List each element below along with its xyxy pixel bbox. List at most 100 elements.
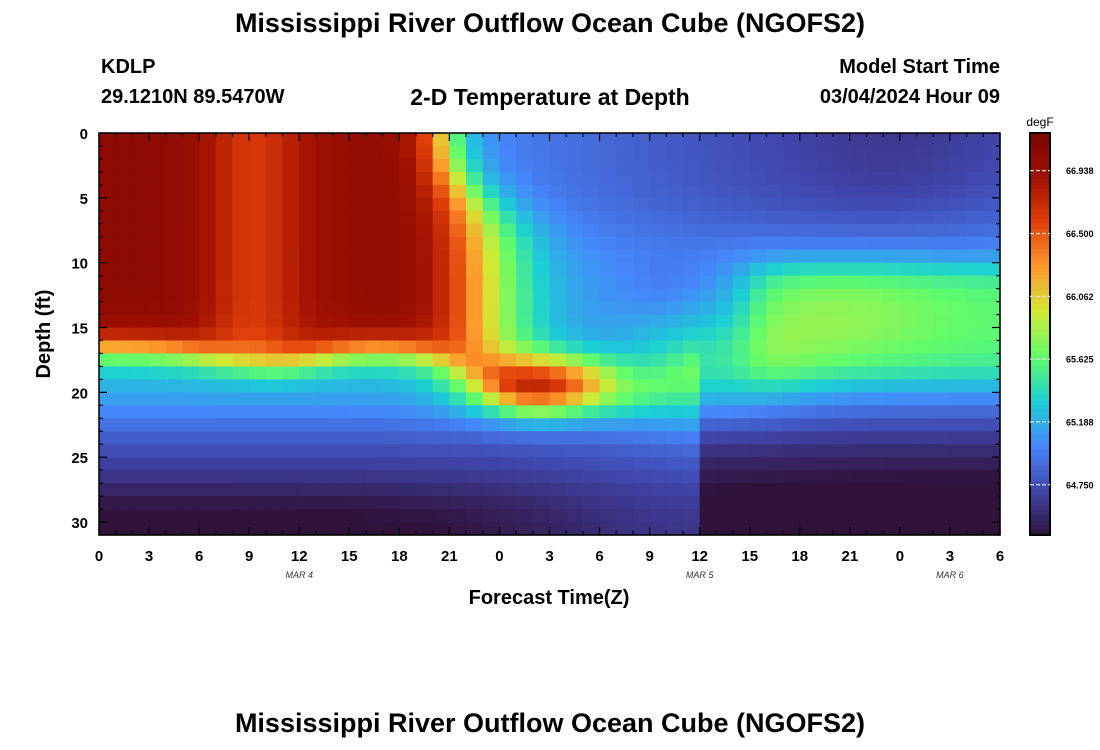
heatmap-cell	[733, 483, 751, 497]
heatmap-cell	[199, 133, 217, 147]
heatmap-cell	[249, 470, 267, 484]
heatmap-cell	[699, 327, 717, 342]
heatmap-cell	[499, 197, 517, 212]
heatmap-cell	[466, 379, 484, 393]
heatmap-cell	[249, 158, 267, 173]
heatmap-cell	[699, 522, 717, 536]
heatmap-cell	[165, 275, 184, 290]
heatmap-cell	[866, 301, 884, 316]
heatmap-cell	[766, 405, 784, 419]
heatmap-cell	[532, 223, 551, 238]
heatmap-cell	[199, 275, 217, 290]
heatmap-cell	[749, 405, 768, 419]
heatmap-cell	[549, 133, 567, 147]
heatmap-cell	[282, 249, 300, 264]
heatmap-cell	[215, 431, 234, 445]
heatmap-cell	[582, 327, 601, 342]
heatmap-cell	[899, 301, 918, 316]
heatmap-cell	[115, 353, 133, 368]
heatmap-cell	[382, 314, 400, 329]
heatmap-cell	[115, 158, 133, 173]
heatmap-cell	[132, 236, 150, 251]
heatmap-cell	[933, 509, 951, 523]
heatmap-cell	[265, 236, 284, 251]
colorbar-segment	[1030, 479, 1050, 486]
heatmap-cell	[599, 314, 617, 329]
heatmap-cell	[933, 184, 951, 199]
heatmap-cell	[616, 262, 634, 277]
heatmap-cell	[716, 184, 734, 199]
heatmap-cell	[249, 522, 267, 536]
heatmap-cell	[933, 133, 951, 147]
heatmap-cell	[599, 158, 617, 173]
heatmap-cell	[382, 483, 400, 497]
heatmap-cell	[799, 470, 818, 484]
heatmap-cell	[966, 223, 984, 238]
heatmap-cell	[315, 184, 334, 199]
colorbar-segment	[1030, 414, 1050, 421]
heatmap-cell	[632, 327, 651, 342]
heatmap-cell	[916, 314, 934, 329]
heatmap-cell	[299, 470, 317, 484]
heatmap-cell	[282, 184, 300, 199]
heatmap-cell	[666, 210, 684, 225]
heatmap-cell	[883, 457, 901, 471]
heatmap-cell	[516, 133, 534, 147]
heatmap-cell	[599, 353, 617, 368]
heatmap-cell	[632, 262, 651, 277]
heatmap-cell	[199, 171, 217, 186]
heatmap-cell	[733, 223, 751, 238]
heatmap-cell	[99, 392, 117, 406]
heatmap-cell	[749, 210, 768, 225]
heatmap-cell	[165, 262, 184, 277]
heatmap-cell	[866, 158, 884, 173]
heatmap-cell	[249, 353, 267, 368]
heatmap-cell	[682, 236, 701, 251]
heatmap-cell	[616, 210, 634, 225]
heatmap-cell	[733, 184, 751, 199]
heatmap-cell	[783, 457, 801, 471]
heatmap-cell	[215, 496, 234, 510]
heatmap-cell	[532, 431, 551, 445]
heatmap-cell	[733, 405, 751, 419]
heatmap-cell	[883, 340, 901, 355]
heatmap-cell	[799, 314, 818, 329]
heatmap-cell	[315, 145, 334, 160]
heatmap-cell	[916, 249, 934, 264]
heatmap-cell	[783, 496, 801, 510]
heatmap-cell	[983, 275, 1001, 290]
heatmap-cell	[282, 470, 300, 484]
heatmap-cell	[899, 522, 918, 536]
heatmap-cell	[165, 379, 184, 393]
heatmap-cell	[666, 158, 684, 173]
heatmap-cell	[332, 210, 350, 225]
heatmap-cell	[766, 158, 784, 173]
heatmap-cell	[132, 184, 150, 199]
heatmap-cell	[682, 431, 701, 445]
heatmap-cell	[766, 288, 784, 303]
heatmap-cell	[632, 133, 651, 147]
heatmap-cell	[215, 327, 234, 342]
heatmap-cell	[733, 509, 751, 523]
colorbar-segment	[1030, 313, 1050, 320]
heatmap-cell	[265, 509, 284, 523]
heatmap-cell	[249, 496, 267, 510]
heatmap-cell	[916, 379, 934, 393]
heatmap-cell	[315, 509, 334, 523]
heatmap-cell	[666, 223, 684, 238]
heatmap-cell	[682, 210, 701, 225]
heatmap-cell	[182, 353, 200, 368]
heatmap-cell	[816, 327, 834, 342]
heatmap-cell	[883, 236, 901, 251]
heatmap-cell	[382, 249, 400, 264]
heatmap-cell	[666, 171, 684, 186]
heatmap-cell	[516, 392, 534, 406]
heatmap-cell	[799, 301, 818, 316]
heatmap-cell	[716, 236, 734, 251]
heatmap-cell	[265, 197, 284, 212]
x-tick-label: 18	[791, 548, 808, 565]
heatmap-cell	[449, 405, 467, 419]
heatmap-cell	[649, 158, 667, 173]
heatmap-cell	[132, 483, 150, 497]
heatmap-cell	[199, 210, 217, 225]
